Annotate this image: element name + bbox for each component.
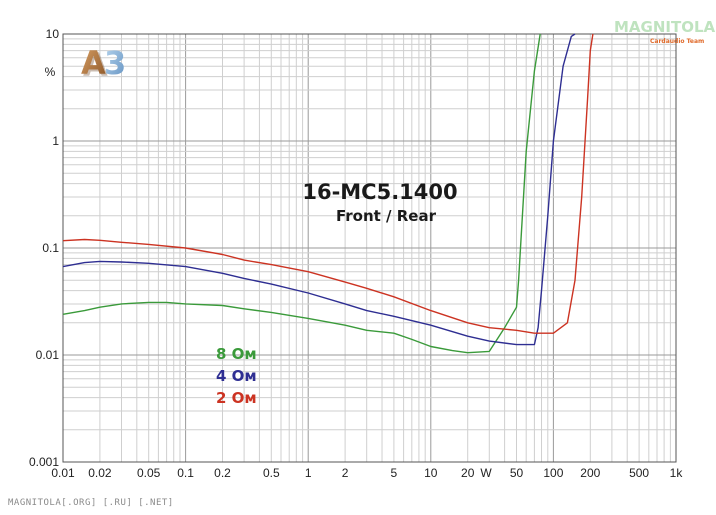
- x-tick-label: 10: [424, 466, 438, 480]
- series-group: [62, 33, 594, 354]
- x-tick-label: 0.2: [214, 466, 231, 480]
- x-tick-label: 20: [461, 466, 475, 480]
- x-tick-label: 0.1: [177, 466, 194, 480]
- footer-text: MAGNITOLA[.ORG] [.RU] [.NET]: [8, 498, 174, 508]
- x-tick-label: 500: [629, 466, 649, 480]
- a3-logo-shadow: A: [83, 46, 108, 84]
- y-unit: %: [45, 65, 56, 79]
- x-tick-label: 100: [543, 466, 563, 480]
- x-axis-ticks: 0.01 0.02 0.05 0.1 0.2 0.5 1 2 5 10 20 50 100 200 500 1…: [51, 466, 683, 480]
- y-tick-label: 1: [52, 134, 59, 148]
- chart-title: 16-MC5.1400: [302, 180, 457, 204]
- plot-frame: [62, 33, 677, 463]
- a3-logo-3: 3: [104, 44, 126, 82]
- x-tick-label: 5: [391, 466, 398, 480]
- grid: [63, 34, 676, 462]
- y-axis-ticks: 0.001 0.01 0.1 1 10: [29, 27, 59, 469]
- a3-logo: A A 3: [81, 44, 126, 84]
- brand-subtitle: Cardaudio Team: [650, 38, 705, 45]
- y-tick-label: 0.01: [36, 348, 60, 362]
- x-tick-label: 0.05: [137, 466, 161, 480]
- legend-entry-2-ohm: 2 Ом: [216, 389, 257, 407]
- y-tick-label: 10: [46, 27, 60, 41]
- x-tick-label: 0.02: [88, 466, 112, 480]
- legend-entry-8-ohm: 8 Ом: [216, 345, 257, 363]
- x-tick-label: 200: [580, 466, 600, 480]
- brand-watermark: MAGNITOLA: [614, 18, 716, 36]
- x-tick-label: 50: [510, 466, 524, 480]
- x-tick-label: 1k: [670, 466, 684, 480]
- x-tick-label: 2: [342, 466, 349, 480]
- chart-subtitle: Front / Rear: [336, 207, 437, 225]
- y-tick-label: 0.001: [29, 455, 59, 469]
- series-line-2: [62, 33, 594, 334]
- x-tick-label: 0.01: [51, 466, 75, 480]
- y-tick-label: 0.1: [42, 241, 59, 255]
- x-unit: W: [480, 466, 492, 480]
- x-tick-label: 1: [305, 466, 312, 480]
- series-line-0: [62, 33, 541, 354]
- series-line-1: [62, 33, 576, 346]
- legend-entry-4-ohm: 4 Ом: [216, 367, 257, 385]
- a3-logo-a: A: [81, 44, 106, 82]
- x-tick-label: 0.5: [263, 466, 280, 480]
